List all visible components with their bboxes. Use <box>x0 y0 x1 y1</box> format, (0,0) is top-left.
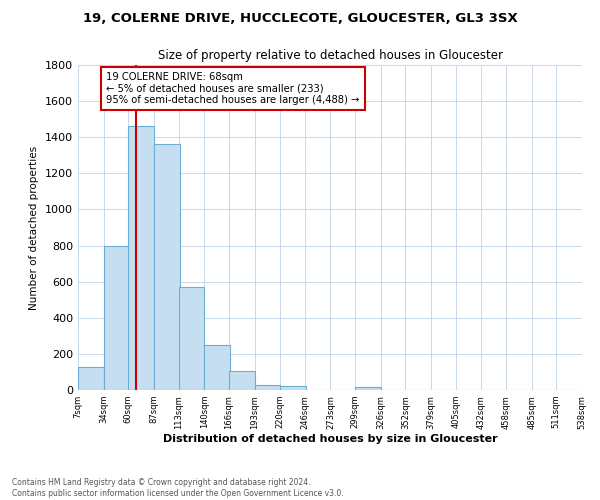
Bar <box>355 388 381 390</box>
Bar <box>179 287 204 390</box>
Title: Size of property relative to detached houses in Gloucester: Size of property relative to detached ho… <box>157 50 503 62</box>
Text: 19 COLERNE DRIVE: 68sqm
← 5% of detached houses are smaller (233)
95% of semi-de: 19 COLERNE DRIVE: 68sqm ← 5% of detached… <box>106 72 360 106</box>
X-axis label: Distribution of detached houses by size in Gloucester: Distribution of detached houses by size … <box>163 434 497 444</box>
Text: Contains HM Land Registry data © Crown copyright and database right 2024.
Contai: Contains HM Land Registry data © Crown c… <box>12 478 344 498</box>
Bar <box>128 126 154 390</box>
Bar <box>154 144 179 390</box>
Text: 19, COLERNE DRIVE, HUCCLECOTE, GLOUCESTER, GL3 3SX: 19, COLERNE DRIVE, HUCCLECOTE, GLOUCESTE… <box>83 12 517 26</box>
Bar <box>204 345 230 390</box>
Y-axis label: Number of detached properties: Number of detached properties <box>29 146 40 310</box>
Bar <box>254 384 280 390</box>
Bar <box>280 386 306 390</box>
Bar <box>78 366 104 390</box>
Bar <box>104 246 129 390</box>
Bar <box>229 371 254 390</box>
